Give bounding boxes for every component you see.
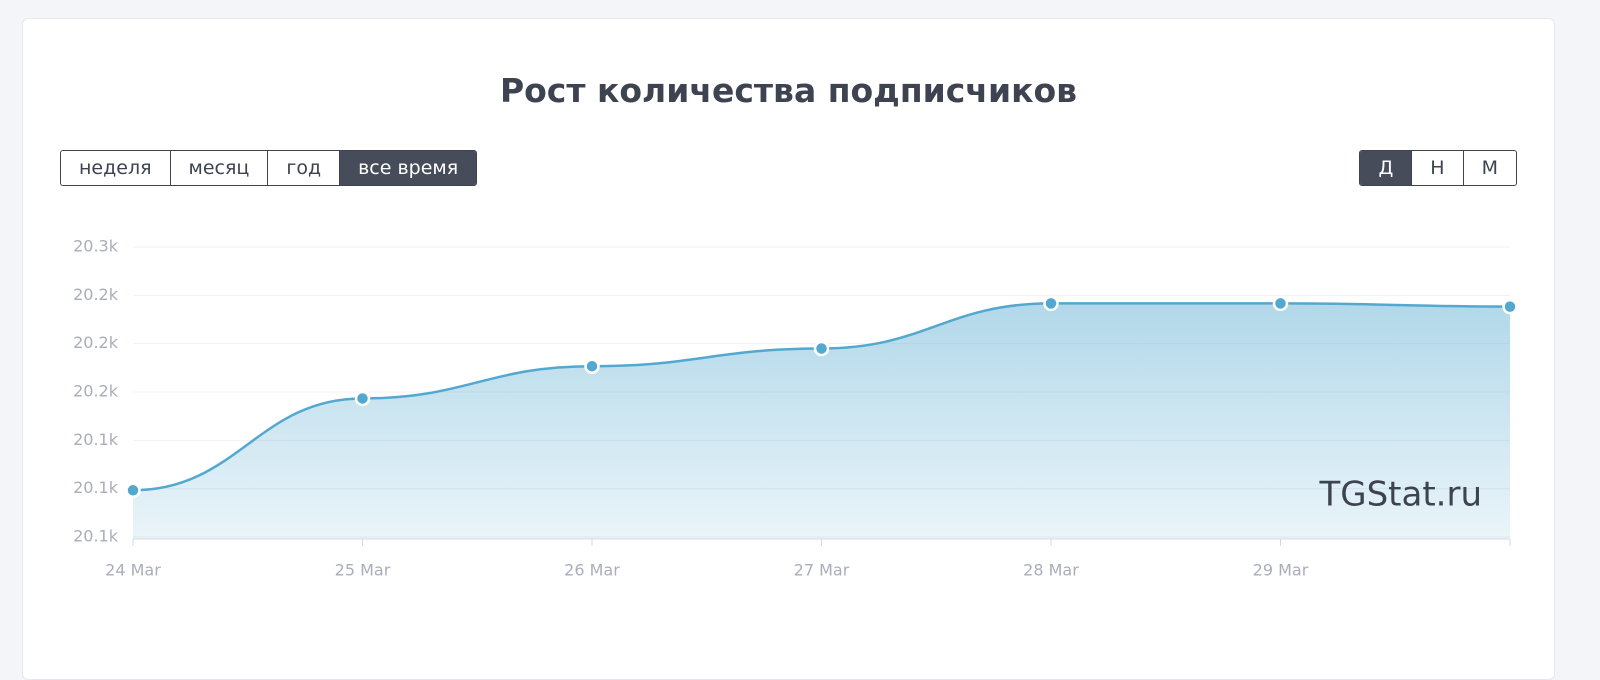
point bbox=[584, 358, 600, 374]
period-group: неделя месяц год все время bbox=[60, 150, 478, 186]
period-button[interactable]: месяц bbox=[169, 151, 268, 185]
y-tick-label: 20.1k bbox=[73, 430, 119, 449]
y-tick-label: 20.2k bbox=[73, 382, 119, 401]
y-tick-label: 20.1k bbox=[73, 527, 119, 546]
area bbox=[133, 303, 1510, 539]
granularity-button[interactable]: Д bbox=[1360, 151, 1412, 185]
period-button[interactable]: все время bbox=[339, 151, 477, 185]
granularity-button[interactable]: М bbox=[1462, 151, 1516, 185]
chart: TGStat.ru 20.1k 20.1k 20.1k 20.2k 20.2k 20.2k… bbox=[73, 237, 1518, 580]
x-tick-label: 27 Mar bbox=[794, 561, 850, 580]
point bbox=[1272, 295, 1289, 312]
y-tick-label: 20.2k bbox=[73, 285, 119, 304]
title: Рост количества подписчиков bbox=[499, 71, 1078, 110]
point bbox=[1043, 295, 1059, 312]
y-tick-label: 20.2k bbox=[73, 333, 119, 352]
granularity-button[interactable]: Н bbox=[1411, 151, 1462, 185]
page: Рост количества подписчиков неделя месяц г… bbox=[22, 18, 1555, 680]
point bbox=[813, 340, 830, 357]
x-tick-label: 26 Mar bbox=[564, 561, 620, 580]
x-tick-label: 24 Mar bbox=[105, 561, 161, 580]
point bbox=[1502, 298, 1518, 315]
period-button[interactable]: год bbox=[267, 151, 339, 185]
x-tick-label: 29 Mar bbox=[1253, 561, 1309, 580]
x-tick-label: 28 Mar bbox=[1023, 561, 1079, 580]
point bbox=[125, 482, 141, 499]
y-tick-label: 20.1k bbox=[73, 478, 119, 497]
x-tick-label: 25 Mar bbox=[335, 561, 391, 580]
y-tick-label: 20.3k bbox=[73, 237, 119, 256]
point bbox=[354, 390, 371, 407]
watermark: TGStat.ru bbox=[1318, 475, 1482, 515]
period-button[interactable]: неделя bbox=[79, 157, 152, 179]
